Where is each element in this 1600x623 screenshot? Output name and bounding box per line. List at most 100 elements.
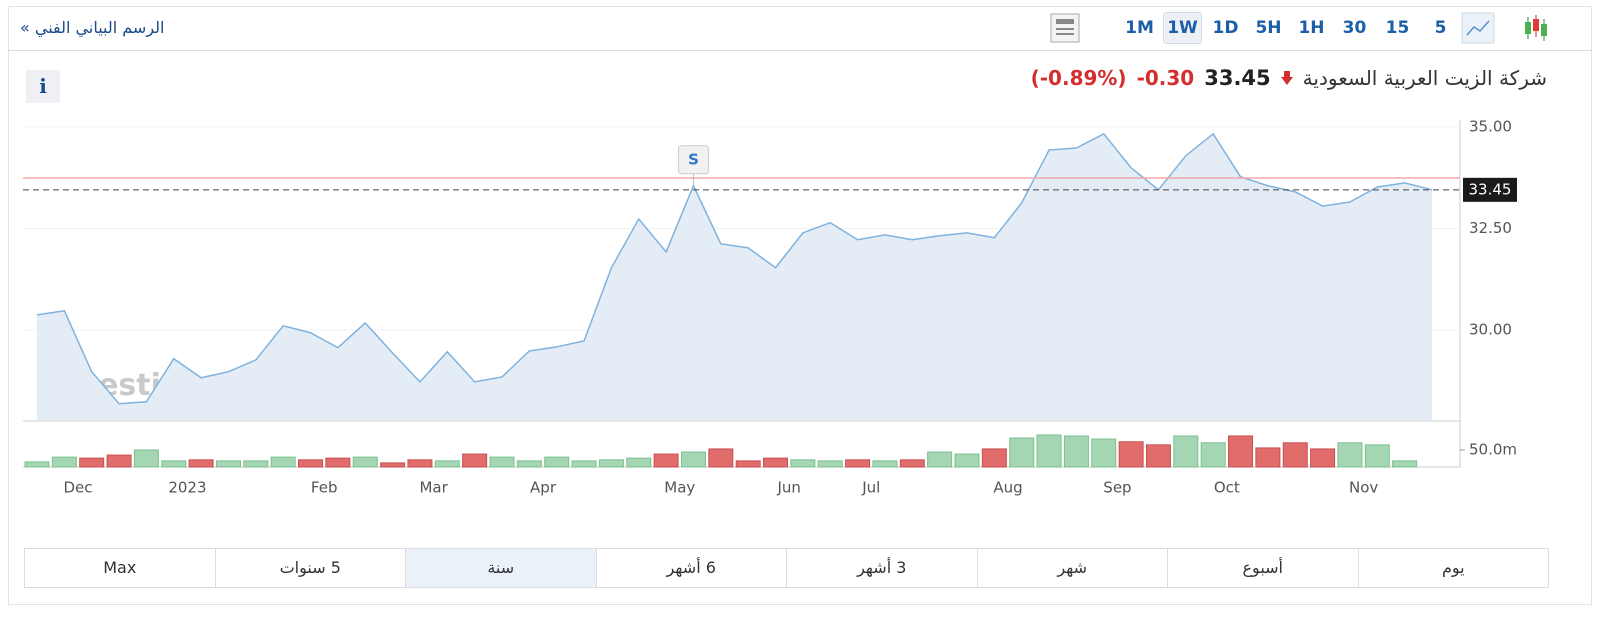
volume-bar bbox=[708, 448, 734, 468]
volume-bar bbox=[981, 448, 1007, 468]
info-button[interactable]: i bbox=[26, 70, 60, 103]
line-chart-icon[interactable] bbox=[1460, 11, 1496, 45]
range-tab[interactable]: 5 سنوات bbox=[214, 549, 406, 587]
volume-bar bbox=[243, 460, 269, 468]
volume-tick-label: 50.0m bbox=[1469, 440, 1517, 458]
timeframe-button[interactable]: 5H bbox=[1255, 18, 1282, 38]
volume-bar bbox=[653, 453, 679, 468]
price-change: -0.30 bbox=[1136, 66, 1195, 90]
volume-bar bbox=[790, 459, 816, 468]
volume-bar bbox=[598, 459, 624, 468]
x-tick-label: Apr bbox=[530, 479, 557, 497]
volume-bar bbox=[1364, 444, 1390, 468]
candlestick-icon[interactable] bbox=[1518, 11, 1554, 45]
volume-bar bbox=[1036, 434, 1062, 468]
volume-bar bbox=[1337, 442, 1363, 468]
range-tab[interactable]: أسبوع bbox=[1167, 549, 1358, 587]
volume-bar bbox=[51, 456, 77, 468]
volume-bar bbox=[1282, 442, 1308, 468]
y-tick-label: 35.00 bbox=[1469, 117, 1512, 135]
x-tick-label: Mar bbox=[419, 479, 448, 497]
volume-bar bbox=[133, 449, 159, 468]
volume-bar bbox=[872, 460, 898, 468]
timeframe-button[interactable]: 1D bbox=[1212, 18, 1239, 38]
x-tick-label: Feb bbox=[311, 479, 338, 497]
volume-bar bbox=[215, 460, 241, 468]
range-tab[interactable]: سنة bbox=[405, 549, 596, 587]
timeframe-button[interactable]: 1W bbox=[1163, 12, 1202, 44]
x-tick-label: Dec bbox=[64, 479, 93, 497]
volume-bar bbox=[434, 460, 460, 468]
widget-frame bbox=[8, 6, 1592, 605]
x-tick-label: Aug bbox=[993, 479, 1022, 497]
volume-bar bbox=[270, 456, 296, 468]
volume-bar bbox=[1200, 442, 1226, 468]
down-arrow bbox=[1280, 71, 1293, 85]
last-price: 33.45 bbox=[1204, 66, 1271, 90]
technical-chart-link[interactable]: الرسم البياني الفني » bbox=[20, 18, 165, 37]
x-tick-label: Sep bbox=[1103, 479, 1131, 497]
volume-bar bbox=[24, 461, 50, 468]
volume-bar bbox=[680, 451, 706, 468]
quote: شركة الزيت العربية السعودية 33.45 -0.30 … bbox=[1031, 66, 1547, 90]
volume-bar bbox=[1310, 448, 1336, 468]
x-tick-label: Jun bbox=[776, 479, 800, 497]
x-tick-label: Oct bbox=[1214, 479, 1240, 497]
timeframe-button[interactable]: 30 bbox=[1342, 18, 1367, 38]
price-line bbox=[36, 132, 1433, 405]
timeframe-button[interactable]: 1M bbox=[1125, 18, 1154, 38]
volume-bar bbox=[1228, 435, 1254, 468]
range-tabs: يوم أسبوع شهر 3 أشهر 6 أشهر سنة 5 سنوات Max bbox=[24, 548, 1549, 588]
volume-bar bbox=[325, 457, 351, 468]
volume-bar bbox=[1063, 435, 1089, 468]
instrument-name: شركة الزيت العربية السعودية bbox=[1302, 66, 1547, 90]
volume-bar bbox=[544, 456, 570, 468]
layout-icon[interactable] bbox=[1048, 11, 1084, 45]
range-tab[interactable]: 6 أشهر bbox=[595, 549, 787, 587]
volume-bar bbox=[899, 459, 925, 468]
range-tab[interactable]: يوم bbox=[1357, 549, 1549, 587]
x-tick-label: Jul bbox=[861, 479, 880, 497]
price-change-percent: (-0.89%) bbox=[1030, 66, 1127, 90]
last-price-label: 33.45 bbox=[1469, 180, 1512, 198]
volume-bar bbox=[1091, 438, 1117, 468]
toolbar: الرسم البياني الفني » 1M 1W 1D 5H 1H 30 15 5 bbox=[8, 6, 1592, 51]
volume-bar bbox=[735, 460, 761, 468]
volume-bar bbox=[161, 460, 187, 468]
volume-bar bbox=[1255, 447, 1281, 468]
volume-bar bbox=[380, 462, 406, 468]
volume-bar bbox=[817, 460, 843, 468]
range-tab[interactable]: شهر bbox=[976, 549, 1168, 587]
volume-bar bbox=[927, 451, 953, 468]
range-tab[interactable]: Max bbox=[103, 558, 137, 577]
volume-bar bbox=[763, 457, 789, 468]
timeframe-button[interactable]: 5 bbox=[1434, 18, 1447, 38]
volume-bar bbox=[489, 456, 515, 468]
area-fill bbox=[37, 133, 1432, 420]
volume-bar bbox=[1173, 435, 1199, 468]
last-price-badge bbox=[1463, 177, 1517, 202]
signal-label: S bbox=[688, 150, 699, 168]
timeframe-button[interactable]: 15 bbox=[1385, 18, 1410, 38]
y-tick-label: 30.00 bbox=[1469, 320, 1512, 338]
volume-bar bbox=[106, 454, 132, 468]
range-tab[interactable]: 3 أشهر bbox=[786, 549, 977, 587]
x-tick-label: Nov bbox=[1349, 479, 1378, 497]
timeframe-group: 1M 1W 1D 5H 1H 30 15 5 bbox=[1120, 12, 1460, 44]
x-tick-label: May bbox=[664, 479, 695, 497]
volume-bar bbox=[1009, 437, 1035, 468]
volume-bar bbox=[188, 459, 214, 468]
volume-bar bbox=[298, 459, 324, 468]
x-tick-label: 2023 bbox=[168, 479, 206, 497]
volume-bar bbox=[626, 457, 652, 468]
volume-bar bbox=[1145, 444, 1171, 468]
y-tick-label: 32.50 bbox=[1469, 219, 1512, 237]
volume-bar bbox=[954, 453, 980, 468]
timeframe-button[interactable]: 1H bbox=[1298, 18, 1325, 38]
signal-marker bbox=[677, 145, 709, 175]
volume-bar bbox=[352, 456, 378, 468]
volume-bar bbox=[462, 453, 488, 468]
volume-bar bbox=[516, 460, 542, 468]
